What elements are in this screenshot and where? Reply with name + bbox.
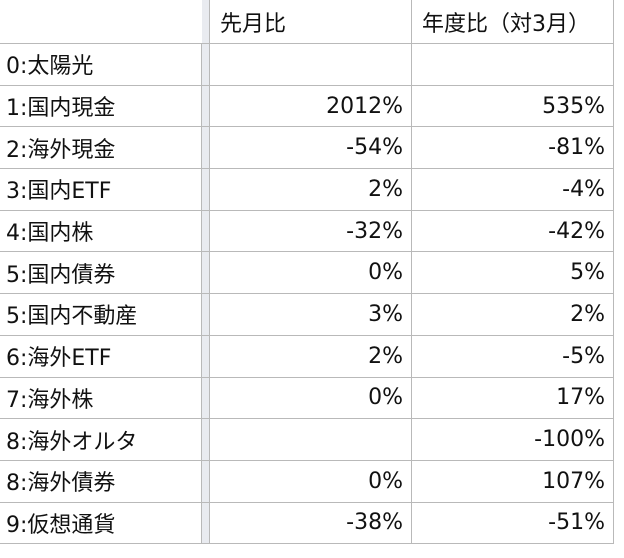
cell-yoy[interactable]: 5% [412, 252, 614, 295]
comparison-table: 先月比 年度比（対3月） 0:太陽光 1:国内現金 2012% 535% 2:海… [0, 0, 614, 545]
row-label[interactable]: 9:仮想通貨 [0, 502, 202, 545]
row-label[interactable]: 5:国内債券 [0, 252, 202, 295]
column-separator [202, 294, 210, 336]
cell-mom[interactable]: 0% [210, 377, 412, 420]
row-label[interactable]: 7:海外株 [0, 377, 202, 420]
column-separator [202, 252, 210, 295]
cell-mom[interactable]: 3% [210, 294, 412, 336]
column-separator [202, 210, 210, 253]
header-yoy[interactable]: 年度比（対3月） [412, 0, 614, 44]
row-label[interactable]: 8:海外オルタ [0, 419, 202, 461]
cell-mom[interactable] [210, 419, 412, 461]
cell-yoy[interactable]: -42% [412, 210, 614, 253]
cell-mom[interactable]: 2% [210, 335, 412, 378]
cell-yoy[interactable]: 535% [412, 85, 614, 128]
cell-yoy[interactable]: -81% [412, 127, 614, 170]
cell-mom[interactable]: 0% [210, 252, 412, 295]
column-separator [202, 419, 210, 461]
cell-yoy[interactable]: -4% [412, 169, 614, 211]
row-label[interactable]: 5:国内不動産 [0, 294, 202, 336]
header-mom[interactable]: 先月比 [210, 0, 412, 44]
cell-yoy[interactable]: 2% [412, 294, 614, 336]
column-separator [202, 0, 210, 44]
cell-mom[interactable]: 0% [210, 460, 412, 503]
cell-mom[interactable]: 2% [210, 169, 412, 211]
cell-yoy[interactable]: -100% [412, 419, 614, 461]
header-label-cell[interactable] [0, 0, 202, 44]
row-label[interactable]: 1:国内現金 [0, 85, 202, 128]
column-separator [202, 377, 210, 420]
cell-yoy[interactable] [412, 44, 614, 86]
row-label[interactable]: 8:海外債券 [0, 460, 202, 503]
cell-mom[interactable]: -54% [210, 127, 412, 170]
cell-mom[interactable] [210, 44, 412, 86]
cell-yoy[interactable]: 107% [412, 460, 614, 503]
cell-yoy[interactable]: 17% [412, 377, 614, 420]
cell-mom[interactable]: 2012% [210, 85, 412, 128]
cell-mom[interactable]: -32% [210, 210, 412, 253]
column-separator [202, 335, 210, 378]
row-label[interactable]: 4:国内株 [0, 210, 202, 253]
cell-yoy[interactable]: -51% [412, 502, 614, 545]
column-separator [202, 127, 210, 170]
column-separator [202, 502, 210, 545]
column-separator [202, 85, 210, 128]
column-separator [202, 44, 210, 86]
cell-mom[interactable]: -38% [210, 502, 412, 545]
row-label[interactable]: 2:海外現金 [0, 127, 202, 170]
cell-yoy[interactable]: -5% [412, 335, 614, 378]
column-separator [202, 169, 210, 211]
row-label[interactable]: 6:海外ETF [0, 335, 202, 378]
column-separator [202, 460, 210, 503]
row-label[interactable]: 0:太陽光 [0, 44, 202, 86]
row-label[interactable]: 3:国内ETF [0, 169, 202, 211]
